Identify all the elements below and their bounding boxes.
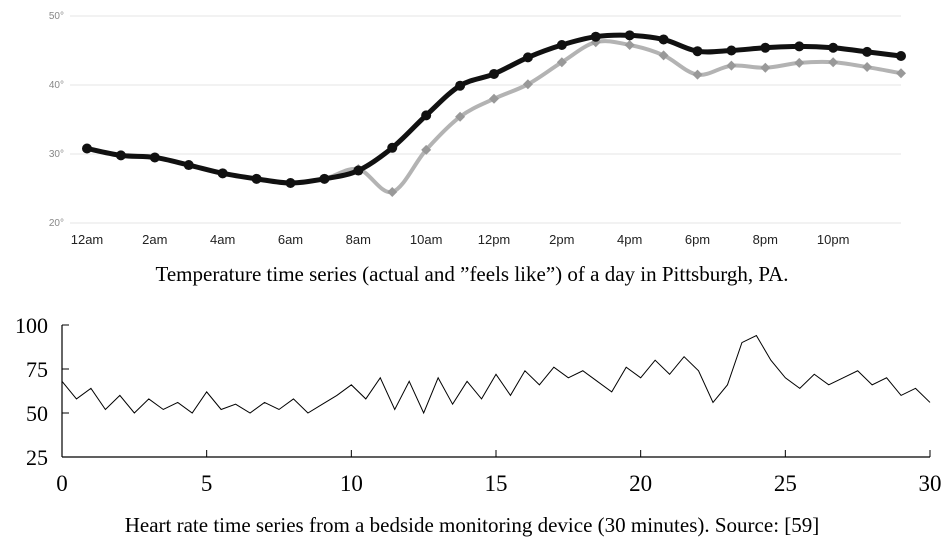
x-tick-label: 4am	[210, 232, 235, 247]
x-tick-label: 12am	[71, 232, 104, 247]
point	[862, 46, 873, 57]
x-tick-label: 6am	[278, 232, 303, 247]
point	[421, 144, 432, 155]
x-tick-label: 4pm	[617, 232, 642, 247]
y-tick-label: 50°	[49, 11, 64, 22]
y-tick-label: 25	[26, 445, 48, 470]
point	[726, 45, 737, 56]
point	[692, 69, 703, 80]
point	[828, 42, 839, 53]
y-tick-label: 75	[26, 357, 48, 382]
point	[760, 42, 771, 53]
point	[387, 186, 398, 197]
x-tick-label: 10am	[410, 232, 443, 247]
y-tick-label: 50	[26, 401, 48, 426]
x-tick-label: 20	[629, 471, 652, 496]
x-tick-label: 6pm	[685, 232, 710, 247]
x-tick-label: 25	[774, 471, 797, 496]
point	[862, 62, 873, 73]
y-tick-label: 40°	[49, 80, 64, 91]
x-tick-label: 2pm	[549, 232, 574, 247]
point	[590, 31, 601, 42]
y-tick-label: 30°	[49, 149, 64, 160]
point	[387, 142, 398, 153]
point	[455, 111, 466, 122]
x-tick-label: 5	[201, 471, 213, 496]
point	[692, 46, 703, 57]
point	[455, 80, 466, 91]
point	[522, 79, 533, 90]
x-tick-label: 15	[485, 471, 508, 496]
point	[82, 143, 92, 154]
point	[489, 93, 499, 104]
point	[522, 52, 533, 63]
x-tick-label: 12pm	[478, 232, 511, 247]
point	[353, 165, 364, 176]
point	[624, 39, 635, 50]
series-line	[61, 334, 931, 415]
point	[896, 51, 906, 62]
point	[760, 62, 771, 73]
point	[251, 173, 262, 184]
point	[658, 34, 669, 45]
point	[658, 50, 669, 61]
point	[794, 57, 805, 68]
point	[285, 177, 296, 188]
x-tick-label: 10	[340, 471, 363, 496]
point	[183, 160, 194, 171]
point	[556, 57, 567, 68]
x-tick-label: 8am	[346, 232, 371, 247]
caption: Temperature time series (actual and ”fee…	[155, 262, 788, 286]
point	[115, 150, 126, 161]
x-tick-label: 30	[919, 471, 942, 496]
x-tick-label: 8pm	[753, 232, 778, 247]
point	[319, 173, 330, 184]
series-line	[86, 32, 902, 186]
point	[421, 110, 432, 121]
point	[556, 39, 567, 50]
point	[896, 68, 906, 79]
x-tick-label: 0	[56, 471, 68, 496]
caption: Heart rate time series from a bedside mo…	[125, 513, 820, 537]
point	[828, 57, 839, 68]
y-tick-label: 20°	[49, 218, 64, 229]
point	[489, 68, 499, 79]
point	[794, 41, 805, 52]
point	[149, 152, 160, 163]
x-tick-label: 10pm	[817, 232, 850, 247]
point	[624, 30, 635, 41]
point	[217, 168, 228, 179]
point	[726, 60, 737, 71]
x-tick-label: 2am	[142, 232, 167, 247]
y-tick-label: 100	[15, 313, 48, 338]
